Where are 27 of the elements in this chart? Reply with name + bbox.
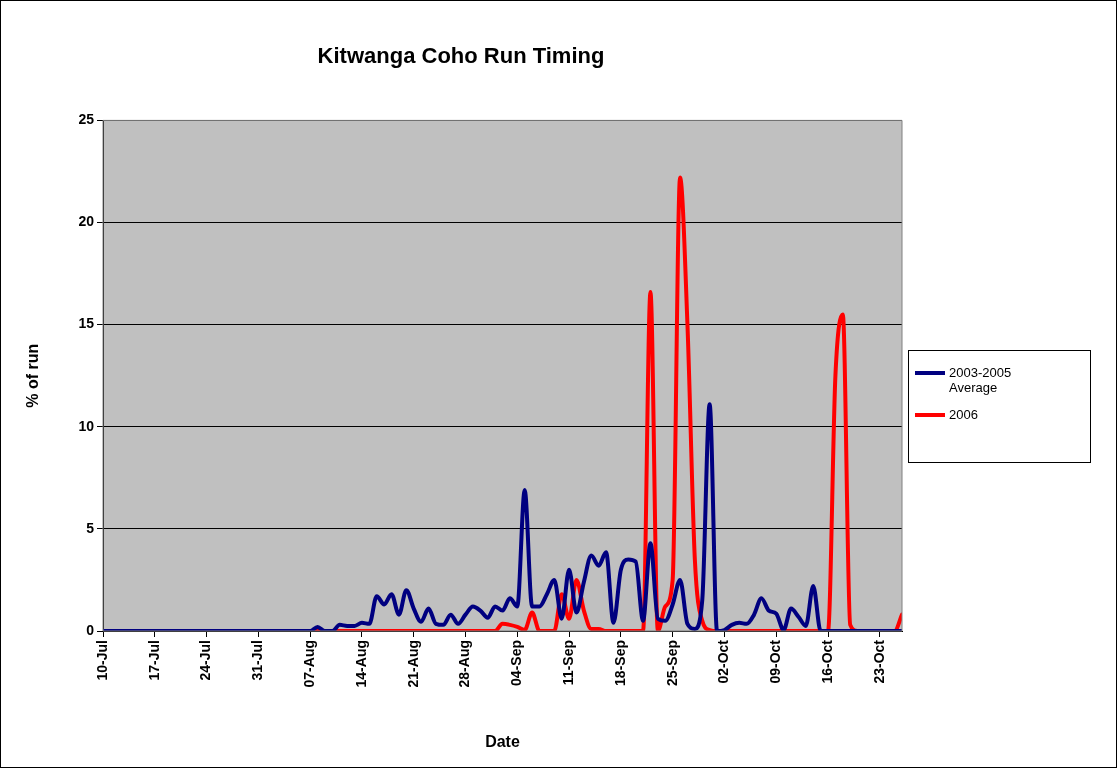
x-tick-label: 09-Oct <box>767 639 784 684</box>
x-tick-label: 10-Jul <box>93 640 110 681</box>
y-tick-label: 10 <box>78 417 95 434</box>
x-axis-title: Date <box>485 732 520 750</box>
x-tick-label: 24-Jul <box>197 640 214 681</box>
y-tick-label: 20 <box>78 213 95 230</box>
x-tick-label: 16-Oct <box>818 639 835 684</box>
x-tick-label: 23-Oct <box>870 639 887 684</box>
legend-label: 2006 <box>949 407 979 422</box>
y-tick-label: 25 <box>78 111 95 128</box>
legend-label: 2003-2005 Average <box>949 365 1013 395</box>
x-tick-label: 11-Sep <box>559 640 576 686</box>
y-tick-label: 15 <box>78 315 95 332</box>
chart-title: Kitwanga Coho Run Timing <box>317 43 605 69</box>
x-tick-label: 02-Oct <box>715 639 732 684</box>
x-tick-label: 07-Aug <box>301 640 318 688</box>
x-tick-label: 28-Aug <box>456 640 473 688</box>
x-tick-label: 18-Sep <box>611 640 628 686</box>
y-tick-label: 0 <box>86 621 95 638</box>
x-tick-label: 25-Sep <box>663 640 680 686</box>
x-tick-label: 14-Aug <box>352 640 369 688</box>
x-tick-label: 17-Jul <box>145 640 162 681</box>
x-tick-label: 31-Jul <box>249 640 266 681</box>
x-tick-label: 04-Sep <box>508 640 525 686</box>
y-tick-label: 5 <box>86 519 95 536</box>
x-tick-label: 21-Aug <box>404 640 421 688</box>
y-axis-title: % of run <box>24 343 42 408</box>
